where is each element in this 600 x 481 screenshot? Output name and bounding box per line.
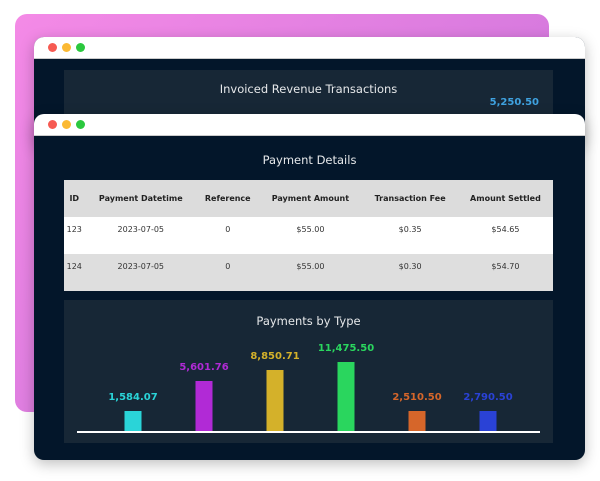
title-bar <box>34 37 585 59</box>
close-dot-icon[interactable] <box>48 43 57 52</box>
table-cell: 0 <box>197 217 259 254</box>
payments-by-type-chart: Payments by Type 1,584.07 5,601.76 8,850.7… <box>64 300 553 443</box>
x-axis-line <box>77 431 540 433</box>
chart-title: Payments by Type <box>256 314 361 328</box>
revenue-value-label: 5,250.50 <box>489 97 539 108</box>
data-label: 2,790.50 <box>463 392 513 403</box>
revenue-window: Invoiced Revenue Transactions 5,250.50 <box>34 37 585 147</box>
close-dot-icon[interactable] <box>48 120 57 129</box>
data-label: 11,475.50 <box>317 342 375 354</box>
maximize-dot-icon[interactable] <box>76 43 85 52</box>
maximize-dot-icon[interactable] <box>76 120 85 129</box>
data-label: 8,850.71 <box>250 351 300 363</box>
title-bar <box>34 114 585 136</box>
column-header[interactable]: Amount Settled <box>457 180 553 217</box>
table-header: ID Payment Datetime Reference Payment Amoun… <box>64 180 553 217</box>
minimize-dot-icon[interactable] <box>62 43 71 52</box>
table-cell: $0.35 <box>362 217 458 254</box>
table-row[interactable]: 123 2023-07-05 0 $55.00 $0.35 $54.65 <box>64 217 553 254</box>
table-cell: 2023-07-05 <box>84 254 198 291</box>
data-label: 2,510.50 <box>392 392 442 403</box>
table-row[interactable]: 124 2023-07-05 0 $55.00 $0.30 $54.70 <box>64 254 553 291</box>
table-cell: $55.00 <box>258 254 363 291</box>
payment-window: Payment Details ID Payment Datetime Refere… <box>34 114 585 460</box>
bar[interactable] <box>124 411 142 431</box>
bar[interactable] <box>195 380 213 431</box>
data-label: 1,584.07 <box>108 392 158 403</box>
column-header[interactable]: Payment Datetime <box>84 180 198 217</box>
bar[interactable] <box>479 411 497 431</box>
table-cell: 0 <box>197 254 259 291</box>
table-cell: 123 <box>64 217 85 254</box>
revenue-title: Invoiced Revenue Transactions <box>219 82 398 96</box>
table-cell: $55.00 <box>258 217 363 254</box>
column-header[interactable]: Reference <box>197 180 259 217</box>
column-header[interactable]: ID <box>64 180 85 217</box>
bar[interactable] <box>337 361 355 431</box>
bar[interactable] <box>266 370 284 431</box>
table-cell: $0.30 <box>362 254 458 291</box>
column-header[interactable]: Payment Amount <box>258 180 363 217</box>
table-cell: $54.65 <box>457 217 553 254</box>
column-header[interactable]: Transaction Fee <box>362 180 458 217</box>
table-cell: 124 <box>64 254 85 291</box>
payment-table: ID Payment Datetime Reference Payment Amoun… <box>64 180 553 291</box>
data-label: 5,601.76 <box>179 361 229 373</box>
table-cell: 2023-07-05 <box>84 217 198 254</box>
bar[interactable] <box>408 411 426 431</box>
table-cell: $54.70 <box>457 254 553 291</box>
minimize-dot-icon[interactable] <box>62 120 71 129</box>
payment-details-title: Payment Details <box>262 153 357 167</box>
